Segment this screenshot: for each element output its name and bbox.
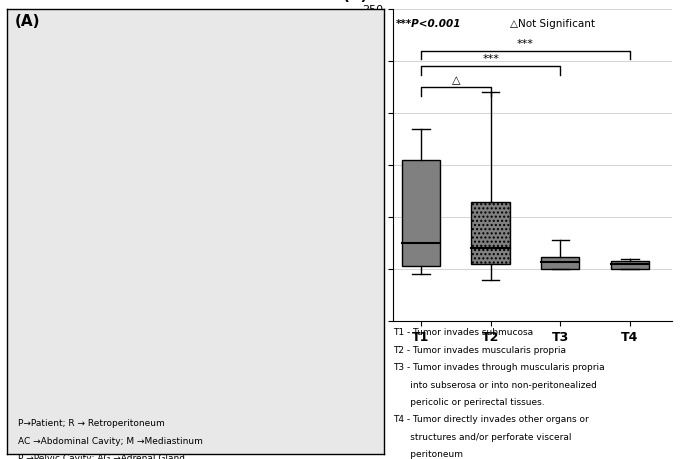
Bar: [611, 261, 649, 269]
Text: pericolic or perirectal tissues.: pericolic or perirectal tissues.: [393, 398, 545, 407]
Text: (A): (A): [14, 14, 40, 28]
Text: △Not Significant: △Not Significant: [510, 18, 595, 28]
Text: (B): (B): [343, 0, 369, 3]
Text: peritoneum: peritoneum: [393, 450, 463, 459]
Text: structures and/or perforate visceral: structures and/or perforate visceral: [393, 433, 571, 442]
Bar: [402, 160, 440, 266]
Text: P →Pelvic Cavity; AG →Adrenal Gland: P →Pelvic Cavity; AG →Adrenal Gland: [18, 454, 185, 459]
Text: T4 - Tumor directly invades other organs or: T4 - Tumor directly invades other organs…: [393, 415, 589, 425]
Text: △: △: [452, 75, 460, 85]
Text: ***: ***: [482, 54, 499, 64]
Text: P→Patient; R → Retroperitoneum: P→Patient; R → Retroperitoneum: [18, 419, 165, 428]
Text: T3 - Tumor invades through muscularis propria: T3 - Tumor invades through muscularis pr…: [393, 363, 605, 372]
Text: T2 - Tumor invades muscularis propria: T2 - Tumor invades muscularis propria: [393, 346, 566, 355]
Text: AC →Abdominal Cavity; M →Mediastinum: AC →Abdominal Cavity; M →Mediastinum: [18, 437, 203, 446]
Bar: [541, 257, 579, 269]
Bar: [471, 202, 510, 264]
Y-axis label: RD3 Positivity: RD3 Positivity: [343, 116, 356, 214]
Text: into subserosa or into non-peritonealized: into subserosa or into non-peritonealize…: [393, 381, 597, 390]
Text: ***P<0.001: ***P<0.001: [396, 18, 461, 28]
Text: T1 - Tumor invades submucosa: T1 - Tumor invades submucosa: [393, 328, 533, 337]
Text: ***: ***: [517, 39, 534, 49]
